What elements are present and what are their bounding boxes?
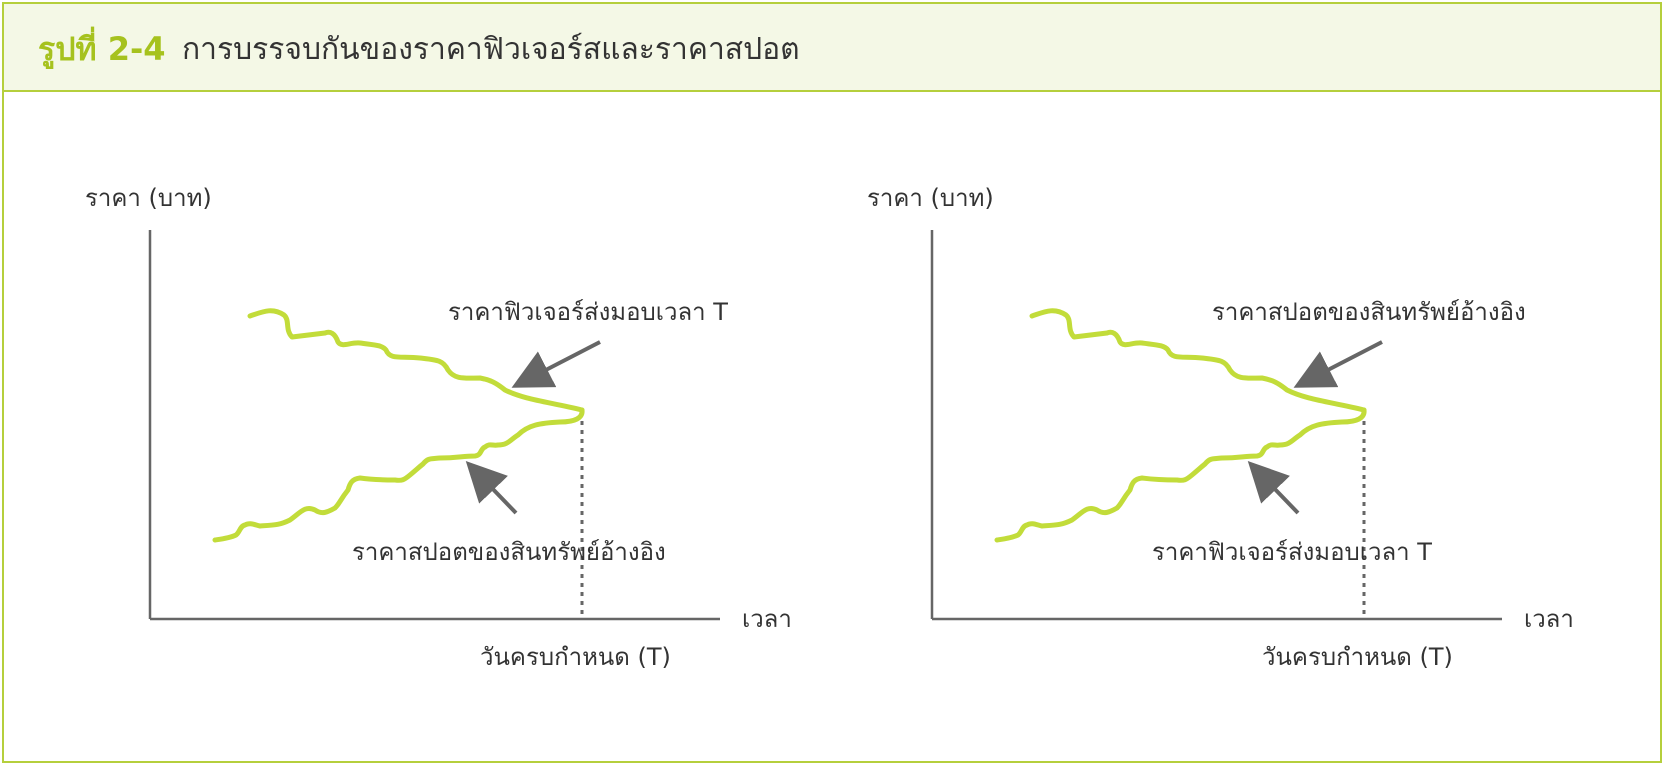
right-maturity-label: วันครบกำหนด (T) xyxy=(1262,643,1453,671)
right-y-axis-label: ราคา (บาท) xyxy=(867,184,994,212)
left-lower-curve-label: ราคาสปอตของสินทรัพย์อ้างอิง xyxy=(352,538,666,566)
left-panel: ราคา (บาท) เวลา วันครบกำหนด (T) ราคาฟิวเ… xyxy=(85,184,792,671)
right-lower-curve-label: ราคาฟิวเจอร์ส่งมอบเวลา T xyxy=(1152,538,1432,566)
right-upper-curve-label: ราคาสปอตของสินทรัพย์อ้างอิง xyxy=(1212,298,1526,326)
left-maturity-label: วันครบกำหนด (T) xyxy=(480,643,671,671)
left-x-axis-label: เวลา xyxy=(742,605,792,633)
right-panel: ราคา (บาท) เวลา วันครบกำหนด (T) ราคาสปอต… xyxy=(867,184,1574,671)
left-y-axis-label: ราคา (บาท) xyxy=(85,184,212,212)
right-lower-arrow xyxy=(1247,460,1300,515)
right-lower-curve xyxy=(994,407,1367,543)
left-lower-curve xyxy=(212,407,585,543)
left-upper-arrow xyxy=(511,340,601,388)
left-lower-arrow xyxy=(465,460,518,515)
right-upper-arrow xyxy=(1293,340,1383,388)
figure-label: รูปที่ 2-4 xyxy=(38,30,166,68)
left-upper-curve xyxy=(247,308,585,413)
right-x-axis-label: เวลา xyxy=(1524,605,1574,633)
figure-title: การบรรจบกันของราคาฟิวเจอร์สและราคาสปอต xyxy=(182,32,800,67)
figure-header: รูปที่ 2-4 การบรรจบกันของราคาฟิวเจอร์สแล… xyxy=(4,4,1660,92)
right-upper-curve xyxy=(1029,308,1367,413)
left-upper-curve-label: ราคาฟิวเจอร์ส่งมอบเวลา T xyxy=(448,298,728,326)
